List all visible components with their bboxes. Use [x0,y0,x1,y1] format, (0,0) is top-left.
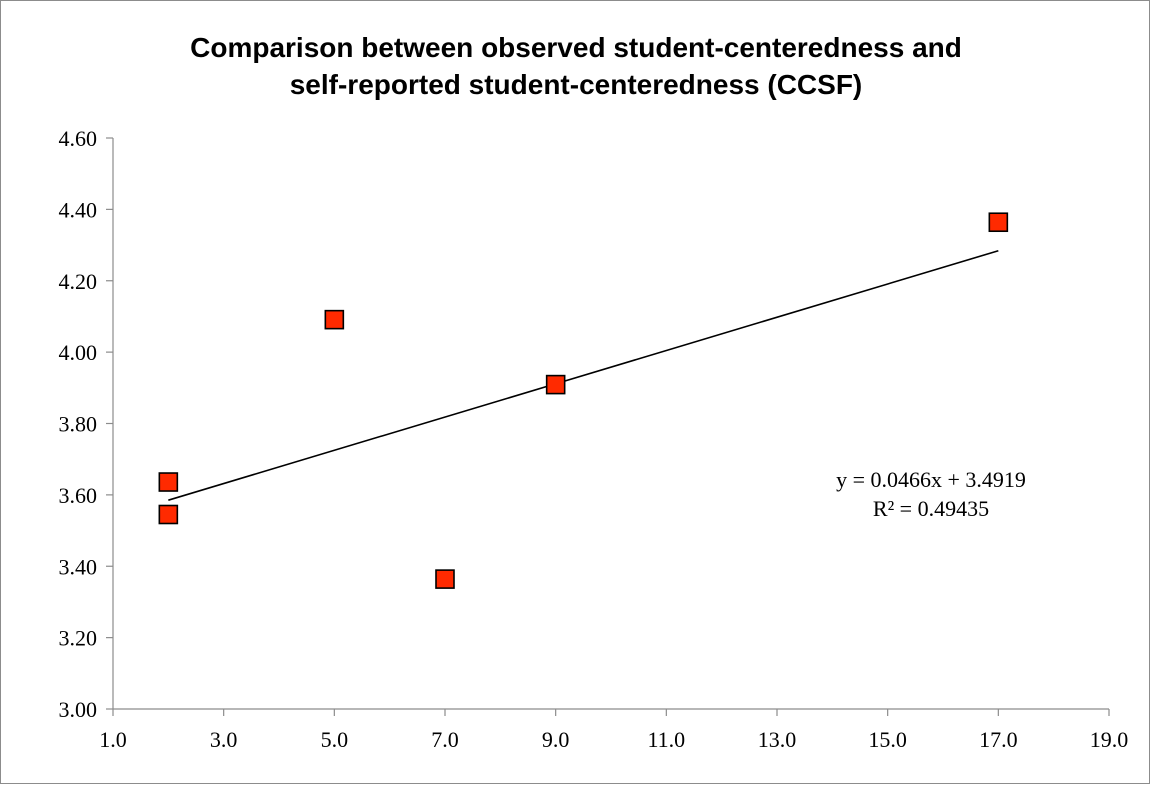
trendline-equation: y = 0.0466x + 3.4919 R² = 0.49435 [781,465,1081,523]
x-tick-label: 1.0 [99,727,127,752]
y-tick-label: 3.40 [59,554,98,579]
y-tick-label: 4.60 [59,126,98,151]
x-tick-label: 13.0 [758,727,797,752]
data-point [158,504,179,525]
x-tick-label: 15.0 [868,727,907,752]
y-tick-label: 3.20 [59,626,98,651]
data-point [988,212,1009,233]
trendline-r2-text: R² = 0.49435 [872,496,990,521]
y-tick-label: 4.40 [59,197,98,222]
chart-title-line-1: Comparison between observed student-cent… [190,32,962,63]
x-tick-label: 11.0 [647,727,685,752]
y-tick-label: 3.60 [59,483,98,508]
data-point [158,472,179,492]
y-tick-label: 4.20 [59,269,98,294]
y-tick-label: 3.00 [59,697,98,722]
data-point [545,374,566,395]
chart-title-line-2: self-reported student-centeredness (CCSF… [289,69,863,100]
x-tick-label: 19.0 [1090,727,1129,752]
trendline-equation-text: y = 0.0466x + 3.4919 [836,467,1026,492]
x-tick-label: 7.0 [431,727,459,752]
y-tick-label: 4.00 [59,340,98,365]
x-tick-label: 3.0 [210,727,238,752]
chart-title: Comparison between observed student-cent… [1,29,1150,103]
data-point [435,569,455,589]
x-tick-label: 5.0 [321,727,349,752]
x-tick-label: 17.0 [979,727,1018,752]
data-point [324,309,345,330]
x-tick-label: 9.0 [542,727,570,752]
trendline [168,249,999,501]
y-tick-label: 3.80 [59,412,98,437]
